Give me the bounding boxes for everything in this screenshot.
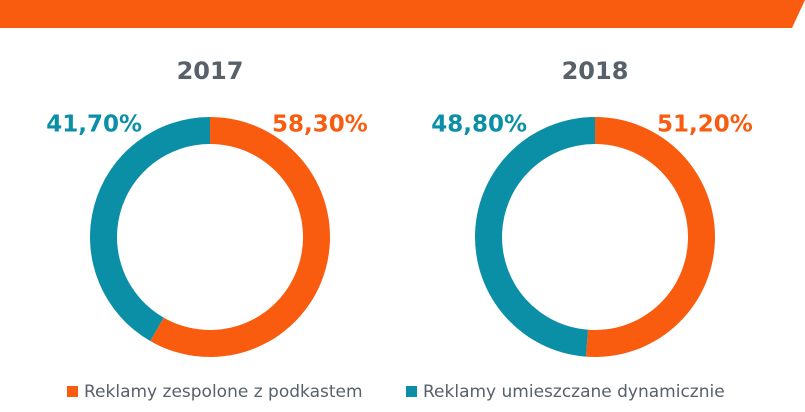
value-label: 48,80% — [431, 112, 527, 138]
value-label: 58,30% — [272, 112, 368, 138]
legend-swatch — [67, 386, 78, 397]
donut-slice: Reklamy zespolone z podkastem — [585, 117, 715, 357]
donut-slice: Reklamy umieszczane dynamicznie — [89, 117, 210, 342]
legend-label: Reklamy umieszczane dynamicznie — [423, 382, 725, 402]
chart-title: 2017 — [177, 57, 244, 85]
donut-slice: Reklamy umieszczane dynamicznie — [474, 117, 595, 357]
top-banner — [0, 0, 805, 28]
value-label: 51,20% — [657, 112, 753, 138]
legend-swatch — [406, 386, 417, 397]
donut-slice: Reklamy zespolone z podkastem — [150, 117, 330, 357]
value-label: 41,70% — [46, 112, 142, 138]
legend-label: Reklamy zespolone z podkastem — [84, 382, 363, 402]
chart-title: 2018 — [562, 57, 629, 85]
